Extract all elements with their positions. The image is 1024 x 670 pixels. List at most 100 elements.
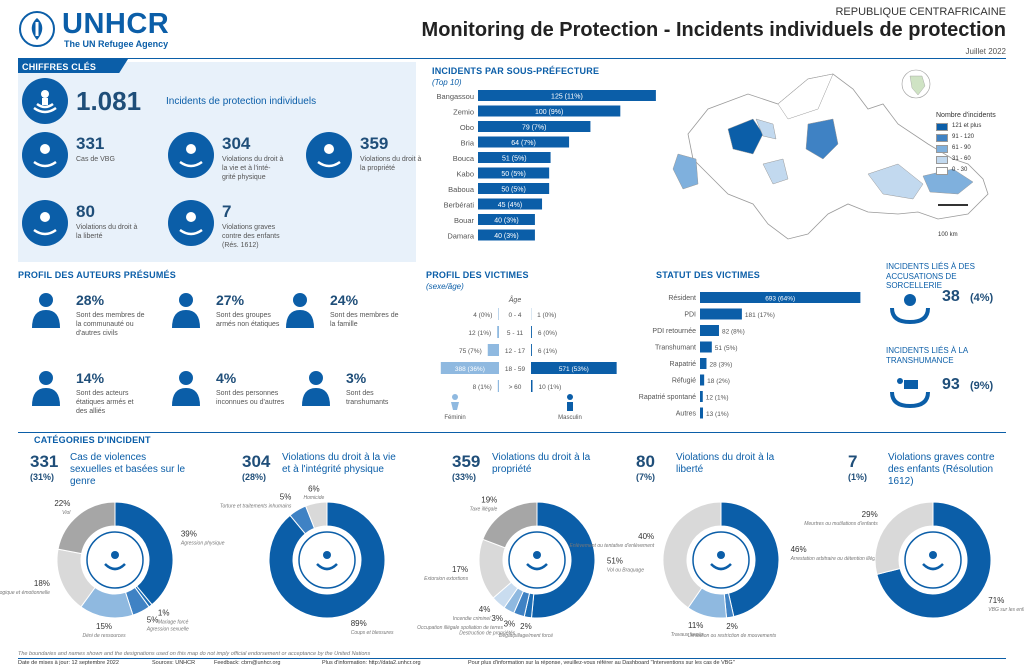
sv-category-label: Résident	[668, 295, 696, 302]
map-legend-label: 31 - 60	[952, 156, 971, 162]
footer-date: Date de mises à jour: 12 septembre 2022	[18, 660, 119, 666]
sv-category-label: Autres	[676, 411, 697, 418]
auteur-label: Sont des groupes armés non étatiques	[216, 312, 280, 328]
kpi-label: Violations du droit à la liberté	[76, 224, 138, 240]
map-legend-label: 91 - 120	[952, 134, 975, 140]
map-legend-swatch	[936, 134, 948, 142]
hands-icon	[922, 563, 944, 571]
sv-bar	[700, 292, 861, 303]
kpi-label: Violations du droit à la propriété	[360, 156, 422, 172]
donut-slice-name: Mariage forcé	[158, 619, 189, 625]
donut-slice-name: VBG sur les enfants	[988, 607, 1024, 613]
sp-category-label: Bouca	[453, 154, 475, 163]
map-legend-label: 0 - 30	[952, 167, 968, 173]
donut-slice-name: Limitation ou restriction de mouvements	[688, 633, 777, 639]
header-divider	[18, 58, 1006, 59]
map-legend-item: 61 - 90	[936, 144, 1016, 154]
donut-total-value: 7	[848, 452, 858, 471]
donut-total-value: 80	[636, 452, 655, 471]
footer-dashboard[interactable]: Pour plus d'information sur la réponse, …	[468, 660, 735, 666]
sp-category-label: Berbérati	[444, 201, 475, 210]
donut-slice-name: Torture et traitements inhumains	[220, 504, 292, 510]
person-icon	[929, 551, 937, 559]
donut-slice	[662, 501, 722, 609]
sp-category-label: Obo	[460, 123, 474, 132]
pv-female-label: 388 (36%)	[455, 366, 485, 373]
sv-category-label: Rapatrié spontané	[639, 394, 696, 401]
pv-male-label: 10 (1%)	[539, 384, 562, 391]
hands-icon	[710, 563, 732, 571]
donut-slice	[530, 501, 596, 619]
donut-slice-name: Occupation illégale spoliation de terres	[417, 625, 503, 631]
profil-victimes-subtitle: (sexe/âge)	[426, 282, 464, 291]
footer-disclaimer: The boundaries and names shown and the d…	[18, 651, 371, 657]
pv-female-label: 8 (1%)	[473, 384, 492, 391]
sv-bar	[700, 308, 742, 320]
sv-category-label: PDI retournée	[652, 328, 696, 335]
pv-age-label: 0 - 4	[508, 312, 521, 319]
sp-bar	[478, 167, 550, 179]
survivor-icon	[22, 132, 68, 178]
sv-category-label: Transhumant	[655, 345, 696, 352]
donut-category-label: Violations du droit à la propriété	[492, 452, 591, 475]
donut-slice-name: Enlèvement ou tentative d'enlèvement	[570, 543, 655, 549]
sp-bar	[478, 229, 535, 241]
sp-category-label: Kabo	[456, 170, 474, 179]
sv-value-label: 12 (1%)	[706, 395, 729, 402]
logo-text: UNHCR	[62, 8, 170, 40]
donut-slice-name: Arrestation arbitraire ou détention illé…	[790, 556, 882, 562]
pv-male-bar	[531, 362, 617, 374]
donut-slice-pct: 71%	[988, 596, 1004, 605]
male-icon	[567, 394, 573, 411]
sp-value-label: 40 (3%)	[494, 233, 519, 240]
auteur-value: 3%	[346, 370, 367, 386]
sp-category-label: Bria	[461, 139, 475, 148]
pv-age-label: > 60	[509, 384, 522, 391]
donut-slice-name: Déni de ressources	[83, 633, 127, 639]
donut-slice	[482, 501, 538, 549]
footer-info[interactable]: Plus d'information: http://data2.unhcr.o…	[322, 660, 421, 666]
sv-category-label: Réfugié	[672, 378, 696, 385]
footer-source: Sources: UNHCR	[152, 660, 196, 666]
profil-victimes-chart: Âge 0 - 4 4 (0%) 1 (0%) 5 - 11 12 (1%) 6 (0%) 1…	[440, 295, 617, 421]
auteur-value: 4%	[216, 370, 237, 386]
pv-female-label: 12 (1%)	[468, 330, 491, 337]
auteur-label: Sont des personnes inconnues ou d'autres	[216, 390, 285, 406]
footer-feedback[interactable]: Feedback: cbrn@unhcr.org	[214, 660, 281, 666]
hands-icon	[104, 563, 126, 571]
donut-chart: 51% Vol ou Braquage 2% Dégât/pillage/ment f…	[417, 495, 644, 639]
donut-category-label: Violations graves contre des enfants (Ré…	[888, 452, 995, 487]
donut-slice	[876, 501, 992, 619]
pv-female-bar	[440, 362, 499, 374]
donut-slice-name: Meurtres ou mutilations d'enfants	[804, 521, 878, 527]
pv-female-bar	[487, 344, 499, 356]
pv-male-label: 1 (0%)	[537, 312, 556, 319]
donut-total-pct: (28%)	[242, 472, 267, 482]
kpi-value: 331	[76, 134, 105, 153]
sv-bar	[700, 391, 703, 402]
donut-category-label: Cas de violences sexuelles et basées sur…	[70, 452, 186, 487]
person-icon	[533, 551, 541, 559]
donut-slice-pct: 4%	[479, 605, 491, 614]
total-incidents-value: 1.081	[76, 86, 142, 116]
sp-bar	[478, 152, 551, 163]
sp-value-label: 50 (5%)	[501, 171, 526, 178]
donut-slice-pct: 17%	[452, 565, 468, 574]
sorcellerie-value: 38	[942, 288, 960, 305]
donut-slice-pct: 51%	[607, 556, 623, 565]
donut-slice-pct: 11%	[688, 621, 703, 630]
report-date: Juillet 2022	[965, 47, 1006, 56]
auteurs-title: PROFIL DES AUTEURS PRÉSUMÉS	[18, 270, 176, 280]
footer-divider	[18, 658, 1006, 659]
donut-slice-name: Destruction de propriétés	[459, 631, 515, 637]
donut-slice	[57, 501, 116, 555]
donut-slice-pct: 6%	[308, 484, 320, 493]
pv-female-bar	[497, 326, 499, 338]
sp-value-label: 40 (3%)	[494, 218, 519, 225]
pv-female-bar	[498, 308, 499, 320]
physical-integrity-icon	[168, 132, 214, 178]
profil-victimes-title: PROFIL DES VICTIMES	[426, 270, 529, 280]
sp-category-label: Bouar	[454, 216, 475, 225]
kpi-title-tab	[18, 59, 128, 73]
sp-category-label: Bangassou	[436, 92, 474, 101]
